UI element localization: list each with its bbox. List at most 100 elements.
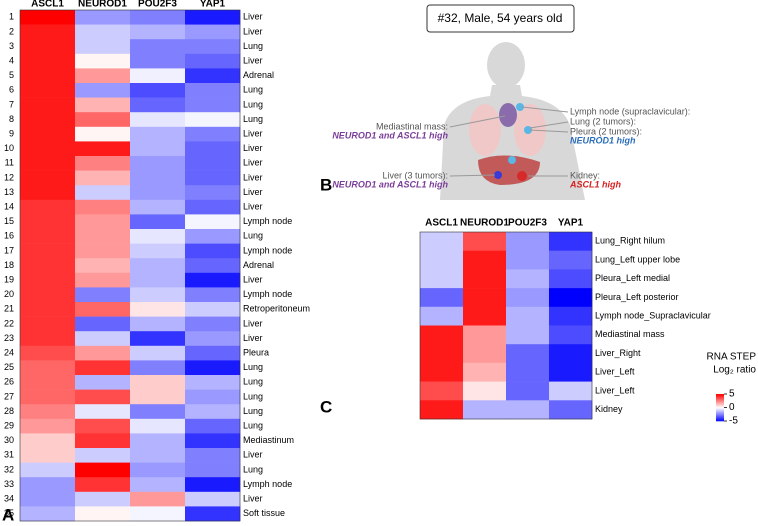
heat-cell [20, 156, 76, 171]
heat-cell [130, 331, 186, 347]
heat-cell [130, 462, 186, 478]
colorbar-step [716, 395, 724, 397]
colorbar-step [716, 413, 724, 415]
colorbar-title: RNA STEP [707, 352, 757, 363]
column-label: ASCL1 [31, 0, 64, 10]
heat-cell [130, 214, 186, 230]
colorbar-step [716, 396, 724, 398]
row-label: Lymph node [243, 289, 292, 299]
heat-cell [75, 506, 131, 522]
heat-cell [185, 360, 241, 376]
heat-cell [75, 491, 131, 507]
row-label: Liver [243, 26, 263, 36]
colorbar-step [716, 409, 724, 411]
heat-cell [75, 404, 131, 420]
heat-cell [75, 83, 131, 98]
row-label: Lung [243, 362, 263, 372]
row-number: 11 [5, 158, 14, 168]
heat-cell [130, 185, 186, 201]
row-label: Liver [243, 333, 263, 343]
heat-cell [420, 288, 464, 308]
site: Kidney: [570, 170, 600, 180]
heat-cell [20, 272, 76, 288]
heat-cell [420, 232, 464, 251]
row-label: Mediastinum [243, 435, 294, 445]
heat-cell [75, 258, 131, 274]
row-number: 8 [9, 114, 14, 124]
heat-cell [185, 448, 241, 463]
row-label: Liver [243, 318, 263, 328]
row-number: 35 [4, 508, 14, 518]
row-number: 20 [4, 289, 14, 299]
note: ASCL1 high [569, 179, 622, 189]
heat-cell [463, 306, 507, 326]
colorbar-step [716, 410, 724, 412]
row-number: 4 [9, 55, 14, 65]
column-label: YAP1 [200, 0, 226, 10]
heat-cell [75, 389, 131, 405]
heat-cell [549, 344, 593, 364]
heat-cell [75, 141, 131, 157]
row-number: 31 [4, 450, 14, 460]
row-number: 13 [4, 187, 14, 197]
heat-cell [420, 381, 464, 401]
heat-cell [75, 418, 131, 434]
heat-cell [75, 462, 131, 478]
heat-cell [20, 170, 76, 186]
heat-cell [420, 269, 464, 289]
heat-cell [20, 360, 76, 376]
heat-cell [185, 258, 241, 274]
row-label: Adrenal [243, 260, 274, 270]
heat-cell [20, 462, 76, 478]
heat-cell [130, 302, 186, 317]
heat-cell [130, 229, 186, 244]
heat-cell [130, 389, 186, 405]
heat-cell [130, 24, 186, 40]
row-number: 33 [4, 479, 14, 489]
heat-cell [20, 39, 76, 55]
row-label: Lung [243, 377, 263, 387]
heat-cell [130, 68, 186, 84]
heat-cell [130, 243, 186, 259]
row-label: Lung [243, 420, 263, 430]
heat-cell [75, 39, 131, 55]
heat-cell [185, 345, 241, 361]
heat-cell [75, 345, 131, 361]
heat-cell [20, 214, 76, 230]
row-label: Lung [243, 391, 263, 401]
column-label: POU2F3 [508, 218, 547, 229]
heat-cell [130, 141, 186, 157]
heat-cell [20, 316, 76, 332]
row-label: Lymph node_Supraclavicular [595, 311, 711, 321]
colorbar-tick-label: -5 [729, 416, 738, 427]
row-number: 7 [9, 99, 14, 109]
heat-cell [130, 199, 186, 215]
row-number: 2 [9, 26, 14, 36]
row-label: Liver [243, 128, 263, 138]
heat-cell [420, 306, 464, 326]
heat-cell [130, 258, 186, 274]
row-label: Liver_Right [595, 348, 641, 358]
heat-cell [463, 325, 507, 345]
heat-cell [185, 229, 241, 244]
heat-cell [20, 287, 76, 303]
heat-cell [75, 199, 131, 215]
row-label: Liver [243, 12, 263, 22]
heat-cell [185, 112, 241, 128]
heat-cell [185, 185, 241, 201]
heat-cell [185, 53, 241, 69]
heat-cell [20, 506, 76, 522]
heat-cell [463, 250, 507, 270]
row-label: Liver [243, 55, 263, 65]
row-label: Liver [243, 201, 263, 211]
heat-cell [75, 302, 131, 317]
row-label: Liver [243, 158, 263, 168]
colorbar-step [716, 407, 724, 409]
heat-cell [75, 214, 131, 230]
column-label: ASCL1 [425, 218, 458, 229]
row-label: Lymph node [243, 216, 292, 226]
heat-cell [185, 83, 241, 98]
row-number: 23 [4, 333, 14, 343]
heat-cell [20, 199, 76, 215]
